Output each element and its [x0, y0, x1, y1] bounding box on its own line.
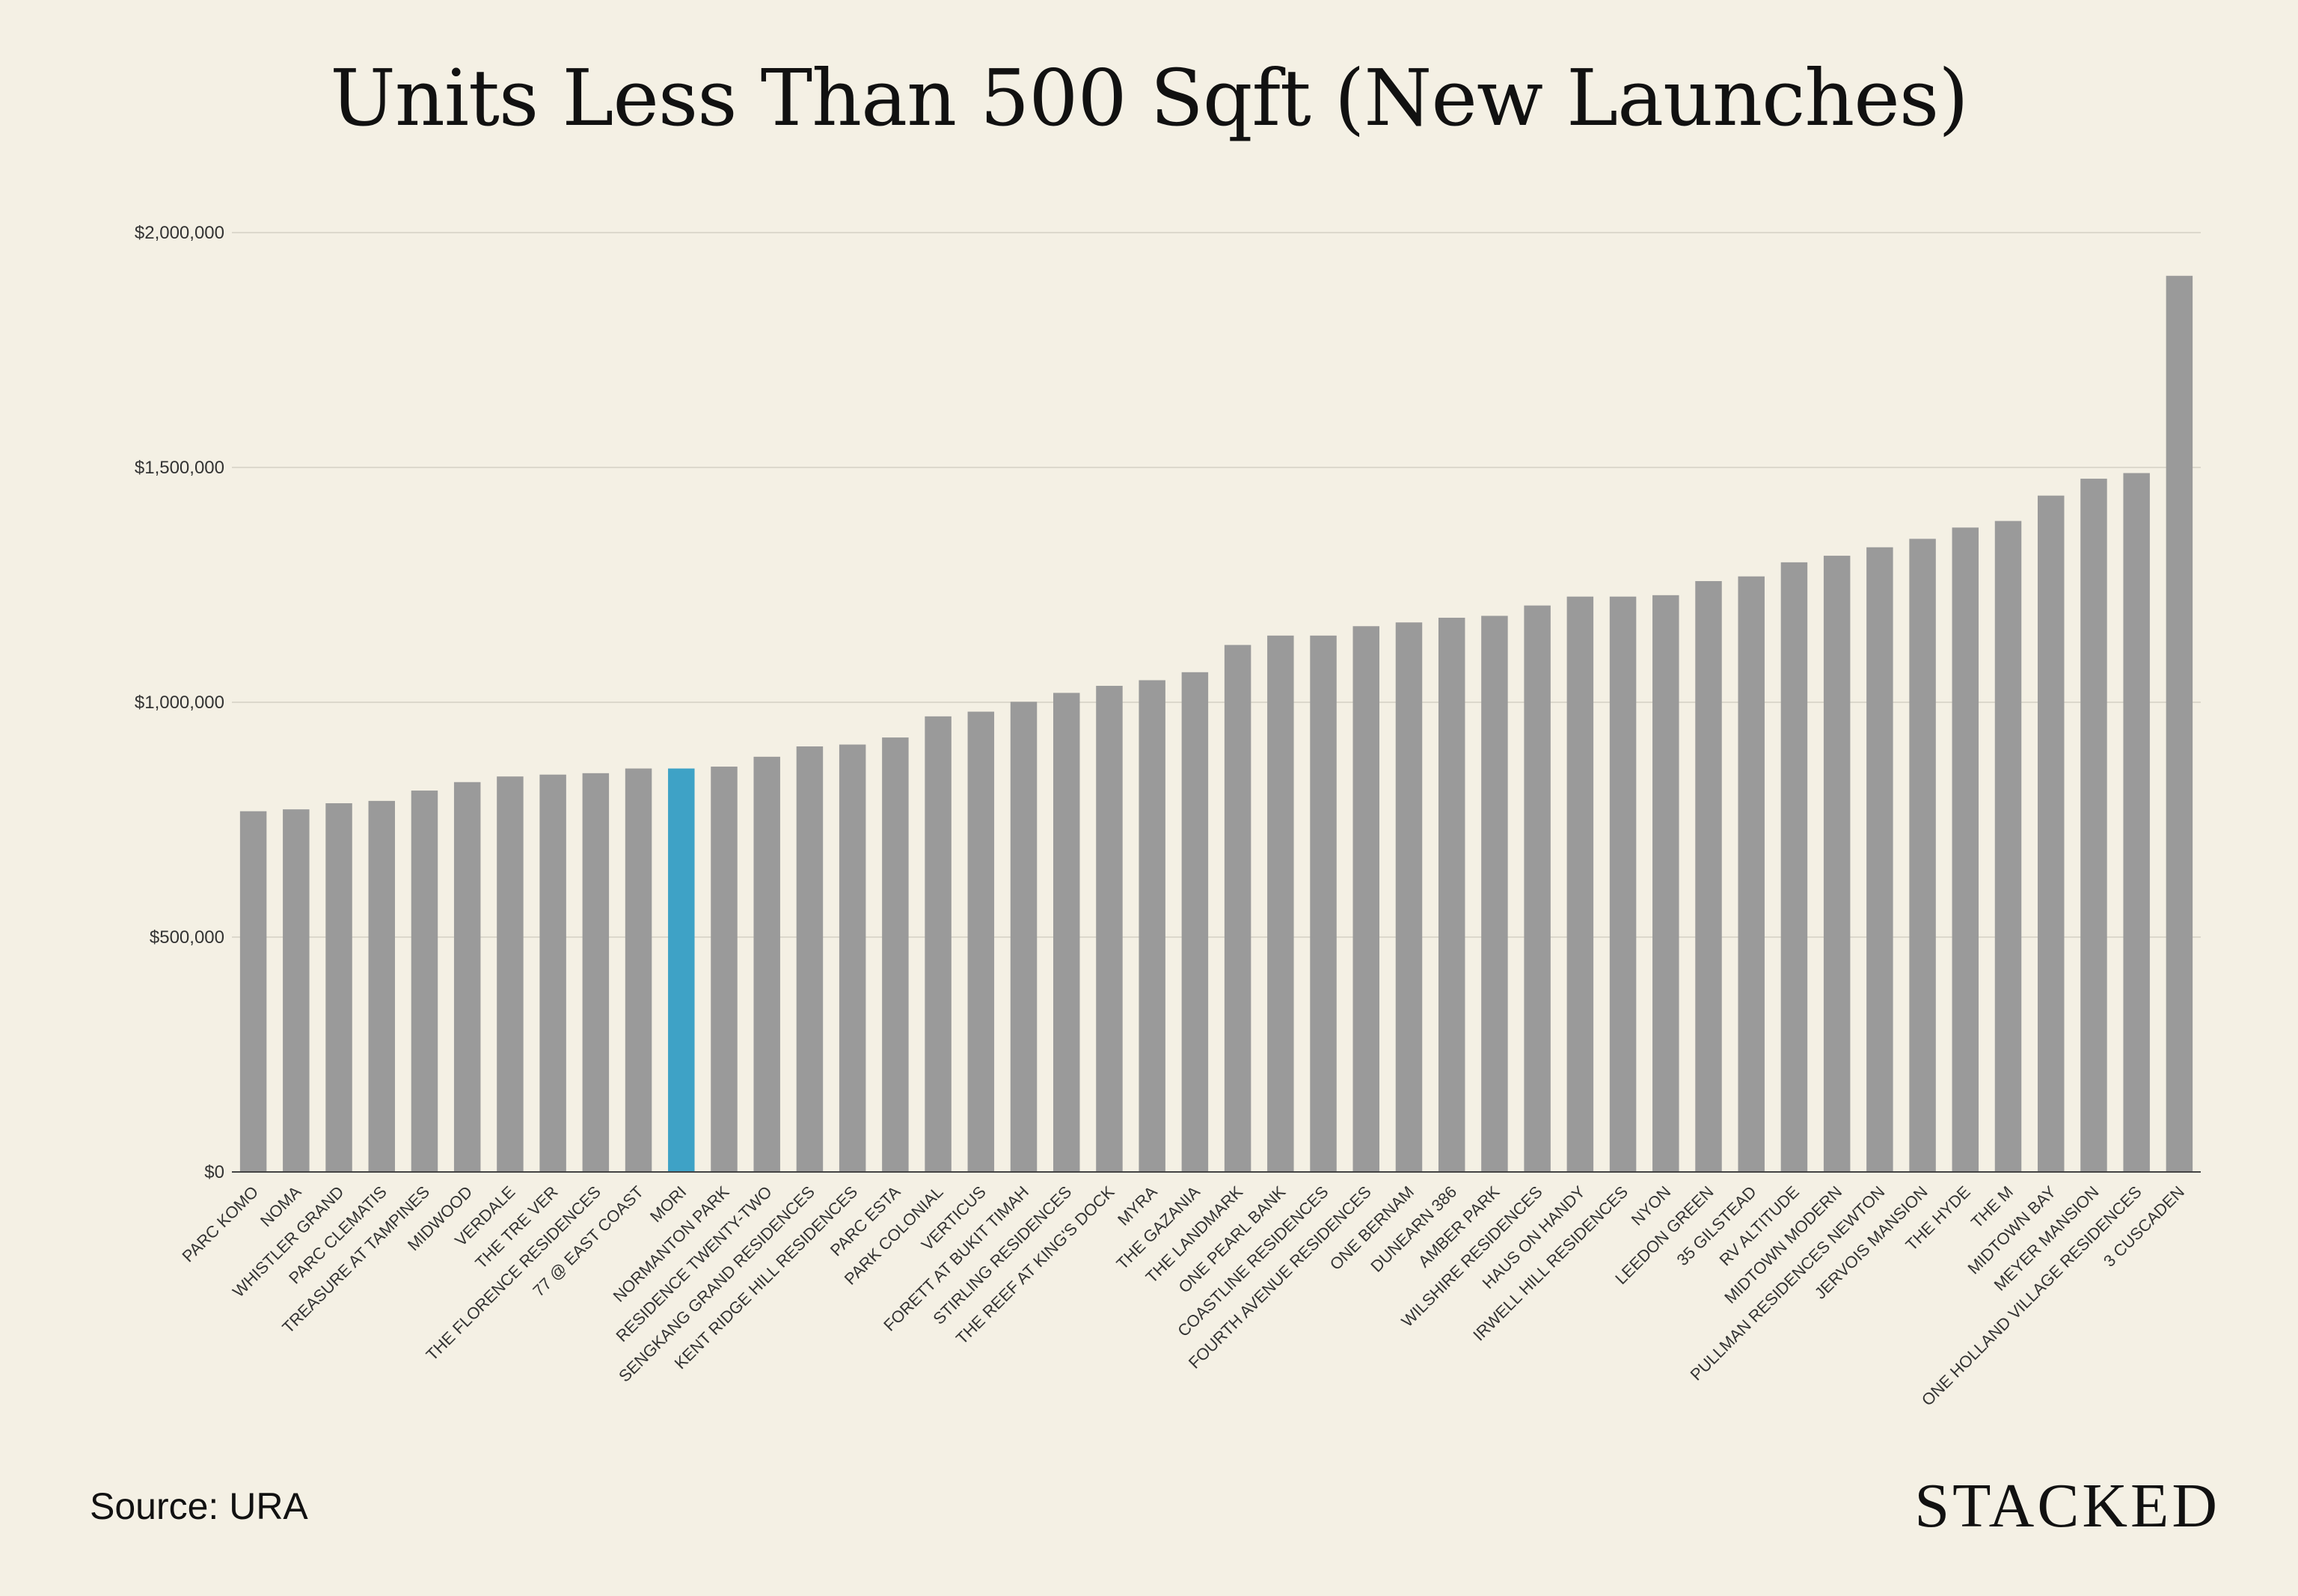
bar [325, 803, 352, 1172]
bar [1994, 521, 2022, 1172]
bar [1566, 596, 1594, 1172]
bar [582, 773, 610, 1172]
y-axis-tick-labels: $0 $500,000 $1,000,000 $1,500,000 $2,000,000 [135, 223, 224, 1182]
bar [796, 746, 824, 1172]
bar [1310, 635, 1337, 1172]
bar [239, 811, 267, 1172]
bar [1181, 672, 1209, 1172]
bar [2080, 479, 2107, 1172]
bar [1524, 605, 1551, 1172]
y-tick-label: $0 [204, 1162, 224, 1182]
x-tick-label: RESIDENCE TWENTY-TWO [613, 1182, 776, 1345]
bar [711, 767, 738, 1172]
bars [239, 275, 2193, 1172]
bar [1652, 595, 1679, 1172]
bar [539, 774, 566, 1172]
brand-logo-text: STACKED [1914, 1471, 2220, 1541]
bar [1909, 538, 1936, 1172]
bar [2123, 473, 2150, 1172]
bar [453, 782, 481, 1172]
bar [882, 737, 909, 1172]
bar [839, 744, 866, 1172]
y-tick-label: $500,000 [150, 927, 224, 948]
bar [1695, 580, 1722, 1172]
bar [1224, 645, 1251, 1172]
bar [2038, 495, 2065, 1172]
bar [753, 756, 780, 1172]
bar [368, 800, 395, 1172]
bar [283, 809, 310, 1172]
bar [1866, 547, 1893, 1172]
bar [967, 711, 995, 1172]
source-note: Source: URA [90, 1485, 308, 1527]
bar [411, 791, 438, 1172]
bar [668, 768, 695, 1172]
bar [1139, 680, 1165, 1172]
bar [1395, 622, 1423, 1172]
y-tick-label: $2,000,000 [135, 223, 224, 243]
bar [1096, 686, 1123, 1172]
x-tick-label: PARC KOMO [179, 1182, 263, 1266]
bar [1438, 617, 1465, 1172]
bar [2166, 275, 2193, 1172]
bar [1952, 527, 1979, 1172]
bar [1609, 596, 1637, 1172]
bar [497, 776, 524, 1172]
bar [1010, 702, 1038, 1172]
bar [1780, 562, 1808, 1172]
bar [1267, 635, 1294, 1172]
bar [1481, 616, 1508, 1172]
bar [625, 768, 652, 1172]
y-tick-label: $1,500,000 [135, 458, 224, 478]
bar [925, 716, 952, 1172]
bar [1352, 626, 1379, 1172]
y-tick-label: $1,000,000 [135, 693, 224, 713]
bar [1823, 556, 1851, 1172]
bar [1738, 576, 1765, 1172]
gridlines [232, 232, 2201, 938]
chart-title: Units Less Than 500 Sqft (New Launches) [330, 52, 1969, 144]
bar [1053, 693, 1080, 1172]
